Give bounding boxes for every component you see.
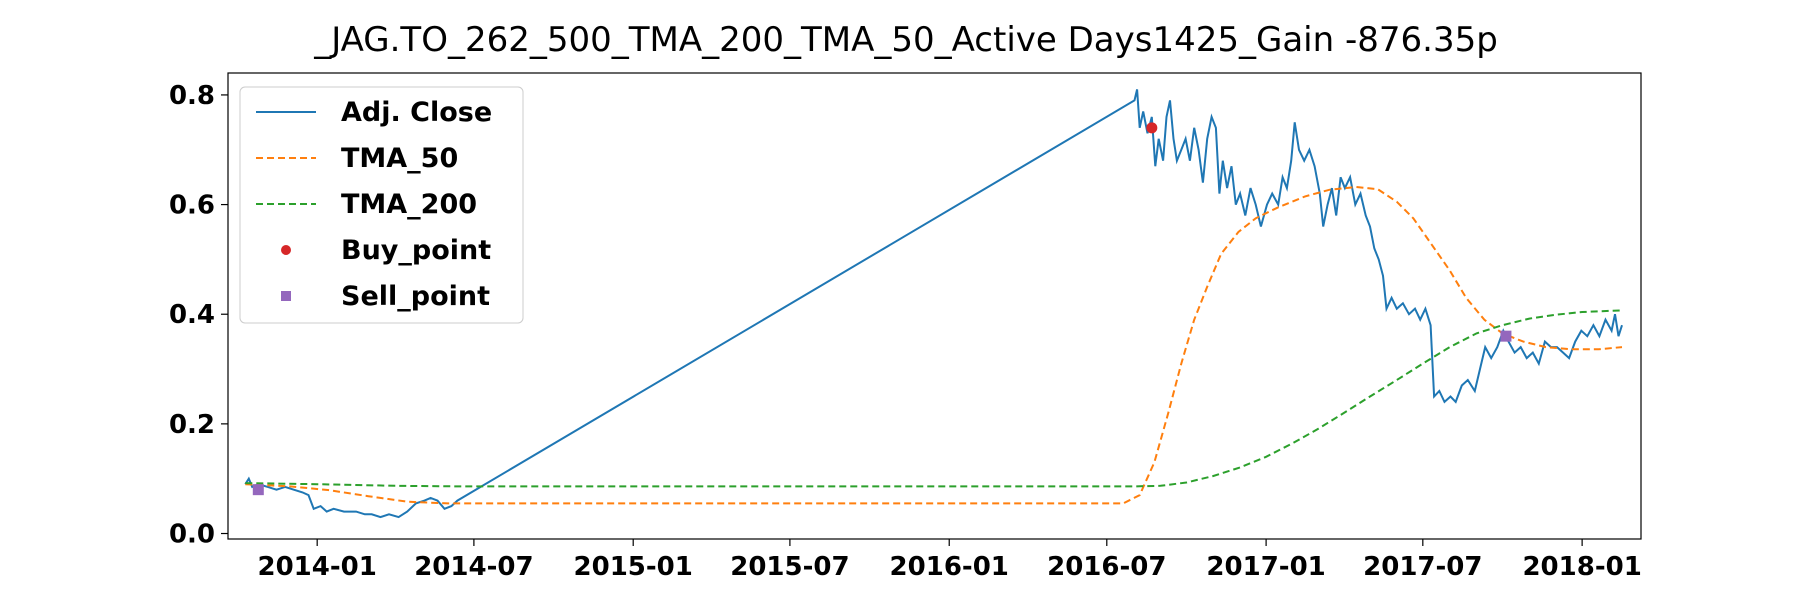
x-tick-label: 2016-07 bbox=[1047, 552, 1166, 582]
marker-layer bbox=[252, 122, 1512, 496]
legend-label-buy-point: Buy_point bbox=[341, 235, 491, 266]
series-line-tma-200 bbox=[245, 309, 1623, 488]
axis-layer: 2014-01 2014-07 2015-01 2015-07 2016-01 2016-… bbox=[169, 81, 1642, 582]
x-tick-label: 2018-01 bbox=[1522, 552, 1641, 582]
legend-label-tma-50: TMA_50 bbox=[341, 143, 458, 174]
legend: Adj. Close TMA_50 TMA_200 Buy_point Sell_poi… bbox=[239, 86, 524, 324]
marker-buy-point bbox=[1146, 122, 1158, 134]
x-tick-label: 2015-01 bbox=[574, 552, 693, 582]
chart-title: _JAG.TO_262_500_TMA_200_TMA_50_Active Da… bbox=[313, 20, 1498, 60]
legend-frame bbox=[239, 86, 524, 324]
x-tick-label: 2017-07 bbox=[1363, 552, 1482, 582]
series-layer bbox=[244, 89, 1623, 519]
y-tick-label: 0.6 bbox=[169, 191, 215, 221]
legend-label-tma-200: TMA_200 bbox=[341, 189, 477, 220]
x-tick-label: 2015-07 bbox=[730, 552, 849, 582]
x-tick-label: 2014-01 bbox=[258, 552, 377, 582]
legend-label-sell-point: Sell_point bbox=[341, 281, 490, 312]
x-tick-label: 2017-01 bbox=[1206, 552, 1325, 582]
x-tick-label: 2014-07 bbox=[414, 552, 533, 582]
y-tick-label: 0.2 bbox=[169, 410, 215, 440]
x-tick-label: 2016-01 bbox=[890, 552, 1009, 582]
marker-sell-point bbox=[1500, 330, 1512, 342]
y-tick-label: 0.4 bbox=[169, 300, 215, 330]
y-tick-label: 0.8 bbox=[169, 81, 215, 111]
marker-sell-point bbox=[252, 484, 264, 496]
legend-swatch-sell-point bbox=[281, 291, 291, 301]
legend-label-adj-close: Adj. Close bbox=[341, 97, 492, 128]
series-line-adj-close bbox=[244, 89, 1623, 519]
series-line-tma-50 bbox=[245, 185, 1623, 505]
y-tick-label: 0.0 bbox=[169, 520, 215, 550]
plot-frame bbox=[227, 72, 1642, 540]
legend-swatch-buy-point bbox=[281, 245, 291, 255]
